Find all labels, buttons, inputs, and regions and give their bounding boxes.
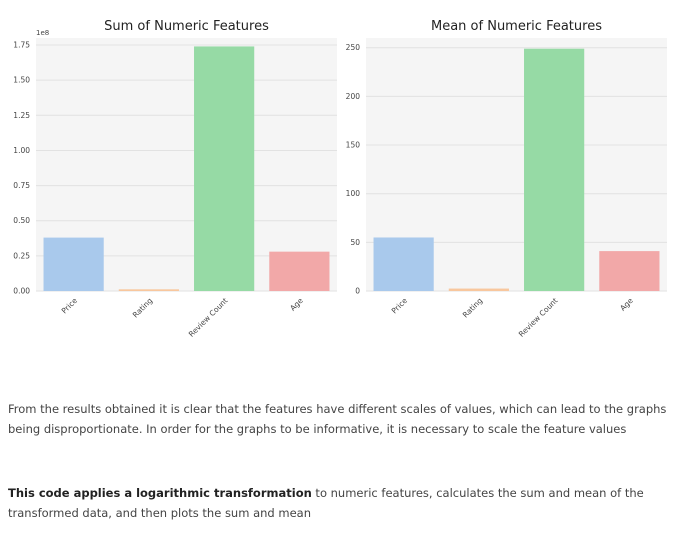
y-tick-label: 200 xyxy=(346,92,361,101)
bar-rating xyxy=(118,289,179,291)
bar-price xyxy=(43,237,104,291)
y-tick-label: 0.50 xyxy=(13,216,30,225)
bar-rating xyxy=(448,288,509,291)
code-description-bold: This code applies a logarithmic transfor… xyxy=(8,486,312,500)
chart-title: Sum of Numeric Features xyxy=(104,19,269,34)
charts-svg: 0.00 0.25 0.50 0.75 1.00 1.25 1.50 1.75 Price Rat… xyxy=(13,19,667,339)
chart-2: 0 50 100 150 200 250 Price Rating Review Count Ag… xyxy=(346,19,667,339)
explanation-text: From the results obtained it is clear th… xyxy=(8,402,667,436)
charts-figure: 0.00 0.25 0.50 0.75 1.00 1.25 1.50 1.75 Price Rat… xyxy=(13,19,667,339)
x-tick-label: Rating xyxy=(131,296,155,320)
y-tick-label: 1.75 xyxy=(13,41,30,50)
y-tick-label: 0.25 xyxy=(13,251,30,260)
y-tick-label: 250 xyxy=(346,43,361,52)
y-tick-label: 1.00 xyxy=(13,146,30,155)
bar-review-count xyxy=(524,48,585,292)
x-tick-label: Review Count xyxy=(187,296,230,339)
x-tick-label: Age xyxy=(288,296,305,313)
explanation-paragraph: From the results obtained it is clear th… xyxy=(8,399,673,439)
chart-title: Mean of Numeric Features xyxy=(431,19,602,34)
y-tick-label: 100 xyxy=(346,189,361,198)
x-tick-label: Age xyxy=(618,296,635,313)
y-tick-label: 1.25 xyxy=(13,111,30,120)
bar-review-count xyxy=(194,46,255,291)
y-tick-label: 0 xyxy=(355,287,360,296)
bar-age xyxy=(599,251,660,291)
y-tick-label: 0.75 xyxy=(13,181,30,190)
y-tick-label: 1.50 xyxy=(13,76,30,85)
y-tick-label: 50 xyxy=(350,238,360,247)
code-description-text: to numeric features, calculates the sum … xyxy=(8,486,644,520)
x-tick-label: Rating xyxy=(461,296,485,320)
y-tick-label: 0.00 xyxy=(13,287,30,296)
y-tick-label: 150 xyxy=(346,141,361,150)
x-tick-label: Review Count xyxy=(517,296,560,339)
chart-1: 0.00 0.25 0.50 0.75 1.00 1.25 1.50 1.75 Price Rat… xyxy=(13,19,337,339)
x-tick-label: Price xyxy=(390,296,410,316)
bar-price xyxy=(373,237,434,291)
bar-age xyxy=(269,251,330,291)
code-description-paragraph: This code applies a logarithmic transfor… xyxy=(8,483,673,523)
x-tick-label: Price xyxy=(60,296,80,316)
axis-offset-label: 1e8 xyxy=(36,29,49,37)
